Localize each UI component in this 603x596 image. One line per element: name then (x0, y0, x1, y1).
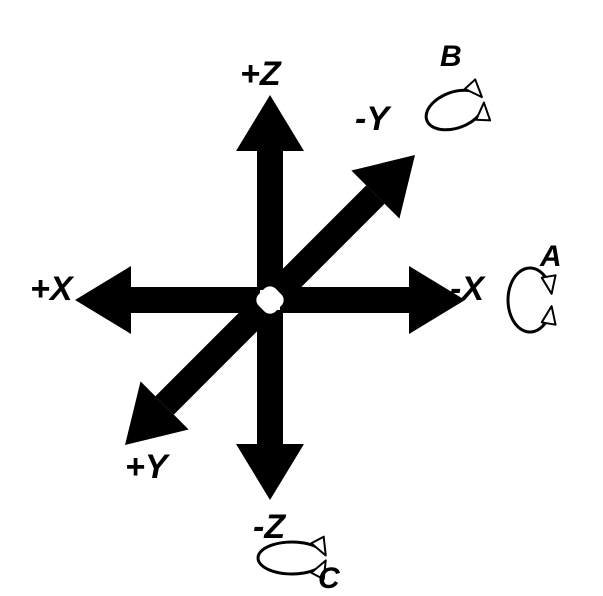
axis-arrow-minus-y (277, 155, 415, 293)
rotation-loop-rot-a (508, 268, 556, 332)
rotation-label-rot-c: C (318, 562, 340, 596)
axis-label-plus-z: +Z (240, 55, 281, 94)
axis-arrow-plus-y (125, 307, 263, 445)
axis-label-plus-y: +Y (125, 448, 168, 487)
axis-label-minus-x: -X (450, 270, 484, 309)
rotation-label-rot-a: A (540, 240, 562, 274)
svg-canvas (0, 0, 603, 596)
axis-label-plus-x: +X (30, 270, 73, 309)
axis-label-minus-z: -Z (253, 508, 285, 547)
rotation-loop-rot-b (419, 79, 490, 140)
axis-diagram: +Z -Z +X -X -Y +Y A B C (0, 0, 603, 596)
rotation-label-rot-b: B (440, 40, 462, 74)
axis-label-minus-y: -Y (355, 100, 389, 139)
